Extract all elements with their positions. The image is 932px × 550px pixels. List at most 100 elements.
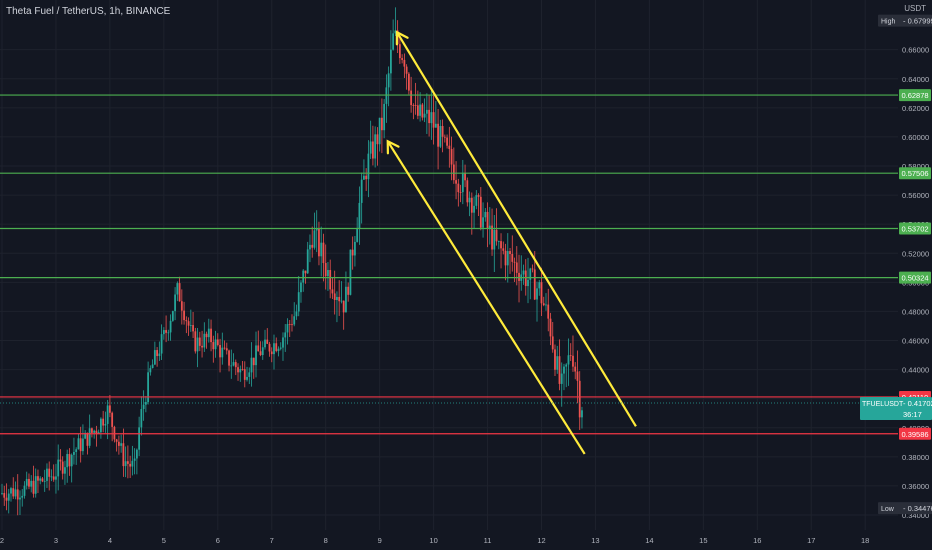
candle-body [205,333,208,338]
candle-body [86,432,89,446]
candle-body [378,117,381,145]
time-axis-background [0,531,932,550]
candle-body [567,355,570,365]
candle-body [234,362,237,368]
candle-body [248,372,251,377]
candle-body [333,293,336,301]
candle-body [578,380,581,418]
candle-body [569,355,572,357]
currency-unit: USDT [904,4,926,13]
current-price: - 0.41702 [903,399,932,408]
candle-body [401,58,404,60]
candle-body [291,324,293,326]
candle-body [189,325,192,326]
candle-body [30,480,33,487]
candle-body [358,202,361,229]
resistance-level-label: 0.39586 [901,430,928,439]
candle-body [551,336,554,350]
candle-body [437,123,439,147]
candle-body [7,493,10,501]
candle-body [428,109,431,124]
candle-body [122,443,125,467]
candle-body [491,225,493,250]
x-tick-label: 12 [537,536,545,545]
candle-body [383,103,386,131]
chart-title: Theta Fuel / TetherUS, 1h, BINANCE [6,6,171,17]
candle-body [207,328,210,338]
candle-body [64,467,66,474]
candle-body [277,348,280,352]
y-tick-label: 0.34000 [902,511,929,520]
candle-body [439,126,442,147]
candle-body [192,325,194,332]
candle-body [16,489,19,500]
candle-body [225,348,228,351]
x-tick-label: 8 [324,536,328,545]
support-level-label: 0.62878 [901,91,928,100]
candle-body [147,372,150,403]
candle-body [138,427,141,450]
candle-body [165,330,167,333]
candle-body [336,296,338,301]
candle-body [421,104,424,118]
descending-channel [386,30,637,455]
candle-body [219,344,221,358]
candle-body [266,339,269,344]
candle-body [162,330,165,335]
candle-body [477,195,480,197]
candle-body [270,351,273,355]
candle-body [273,343,275,355]
time-axis[interactable]: 2 3 4 5 6 7 8 9 10 11 12 13 14 15 16 17 18 [0,531,932,550]
candle-body [288,324,291,325]
candle-body [376,134,379,145]
candle-body [286,324,289,333]
candlestick-series [1,7,583,516]
candle-body [531,268,534,270]
candle-body [259,351,262,356]
candle-body [140,409,143,428]
candle-body [527,279,529,287]
candle-body [180,301,183,311]
candle-body [223,347,226,349]
candle-body [349,249,352,295]
candle-body [135,449,138,459]
channel-arrowhead [386,139,400,155]
price-labels: 0.628780.575060.537020.503240.421190.395… [0,14,932,515]
candle-body [113,426,116,440]
candle-body [464,172,466,181]
candle-body [475,195,478,206]
candle-body [407,73,410,91]
y-tick-label: 0.62000 [902,104,929,113]
candle-body [84,432,87,439]
x-tick-label: 16 [753,536,761,545]
candle-body [14,489,17,497]
candle-body [5,497,8,501]
candle-body [556,356,559,370]
y-tick-label: 0.52000 [902,249,929,258]
low-label: Low [881,506,895,513]
candle-body [169,320,172,333]
candle-body [547,304,550,319]
candle-body [318,228,320,257]
support-level-tag [899,167,931,180]
y-tick-label: 0.64000 [902,75,929,84]
candle-body [410,90,413,106]
candle-body [313,230,316,248]
candle-body [322,242,325,264]
candle-body [25,478,28,486]
candle-body [194,331,197,352]
candle-body [392,33,395,50]
candle-body [68,454,71,467]
candle-body [21,495,24,498]
candle-body [10,488,12,494]
candle-body [365,175,368,180]
candle-body [533,269,536,300]
candle-body [183,310,185,321]
candle-body [23,485,26,496]
candle-body [448,145,451,150]
candle-body [246,376,248,380]
candle-body [295,311,298,317]
candle-body [513,261,516,263]
